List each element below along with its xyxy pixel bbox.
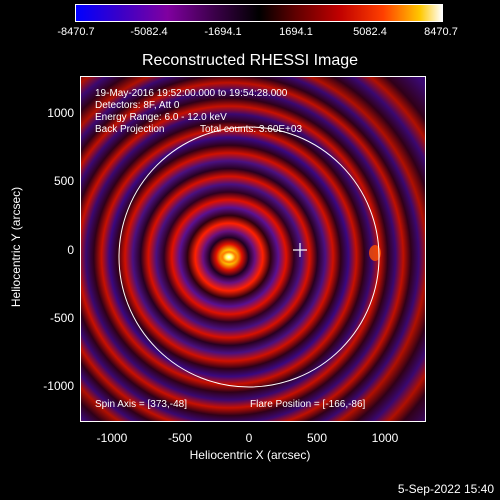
colorbar-tick: 5082.4: [353, 26, 387, 38]
colorbar-tick: -5082.4: [130, 26, 168, 38]
plot-frame: [80, 76, 426, 422]
x-tick-label: -1000: [96, 431, 128, 445]
plot-timestamp: 5-Sep-2022 15:40: [397, 482, 494, 496]
colorbar-tick: 1694.1: [279, 26, 313, 38]
x-tick-label: -500: [167, 431, 193, 445]
x-tick-label: 1000: [371, 431, 399, 445]
energy-range-text: Energy Range: 6.0 - 12.0 keV: [95, 112, 227, 123]
y-tick-label: -500: [49, 311, 74, 325]
colorbar: [75, 4, 443, 22]
y-tick-label: -1000: [43, 379, 74, 393]
time-range-text: 19-May-2016 19:52:00.000 to 19:54:28.000: [95, 88, 288, 99]
y-tick-label: 1000: [47, 106, 74, 120]
detectors-text: Detectors: 8F, Att 0: [95, 100, 180, 111]
method-text: Back Projection: [95, 124, 165, 135]
x-axis-title: Heliocentric X (arcsec): [189, 448, 311, 462]
spin-axis-text: Spin Axis = [373,-48]: [95, 399, 188, 410]
y-tick-label: 0: [67, 243, 74, 257]
solar-limb-circle: [118, 126, 380, 388]
y-tick-label: 500: [53, 174, 74, 188]
x-tick-label: 0: [245, 431, 253, 445]
x-tick-label: 500: [306, 431, 328, 445]
colorbar-tick: -8470.7: [57, 26, 95, 38]
total-counts-text: Total counts: 3.60E+03: [200, 124, 303, 135]
image-title: Reconstructed RHESSI Image: [141, 52, 359, 69]
rhessi-image: [81, 77, 425, 421]
colorbar-tick: 8470.7: [424, 26, 458, 38]
flare-position-text: Flare Position = [-166,-86]: [250, 399, 366, 410]
colorbar-tick: -1694.1: [204, 26, 242, 38]
y-axis-title: Heliocentric Y (arcsec): [9, 186, 24, 308]
